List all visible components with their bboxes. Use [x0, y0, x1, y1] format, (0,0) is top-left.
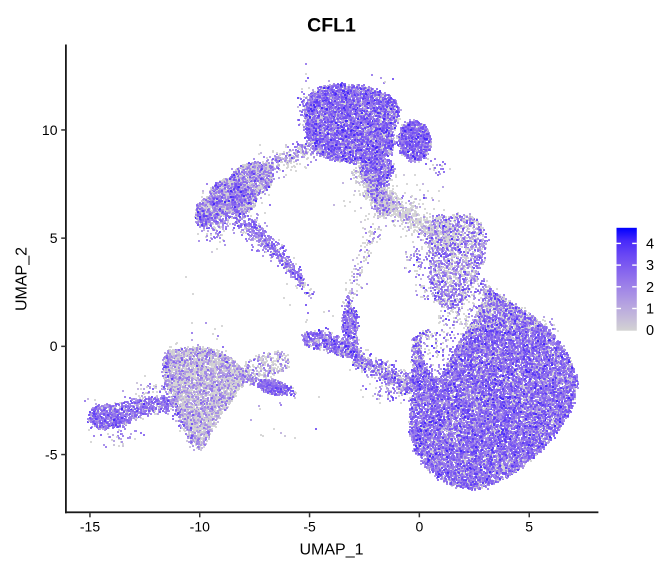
svg-text:CFL1: CFL1 — [307, 15, 356, 37]
svg-text:10: 10 — [42, 122, 58, 138]
svg-text:-5: -5 — [45, 446, 58, 462]
svg-text:4: 4 — [646, 236, 654, 252]
svg-text:2: 2 — [646, 280, 654, 296]
svg-text:5: 5 — [525, 519, 533, 535]
svg-text:-10: -10 — [190, 519, 210, 535]
svg-text:-5: -5 — [303, 519, 316, 535]
svg-text:UMAP_1: UMAP_1 — [299, 542, 363, 559]
svg-text:1: 1 — [646, 302, 654, 318]
svg-text:0: 0 — [646, 323, 654, 339]
svg-text:-15: -15 — [80, 519, 100, 535]
svg-text:5: 5 — [50, 230, 58, 246]
svg-text:3: 3 — [646, 258, 654, 274]
svg-text:0: 0 — [416, 519, 424, 535]
svg-text:0: 0 — [50, 338, 58, 354]
svg-text:UMAP_2: UMAP_2 — [14, 247, 31, 311]
